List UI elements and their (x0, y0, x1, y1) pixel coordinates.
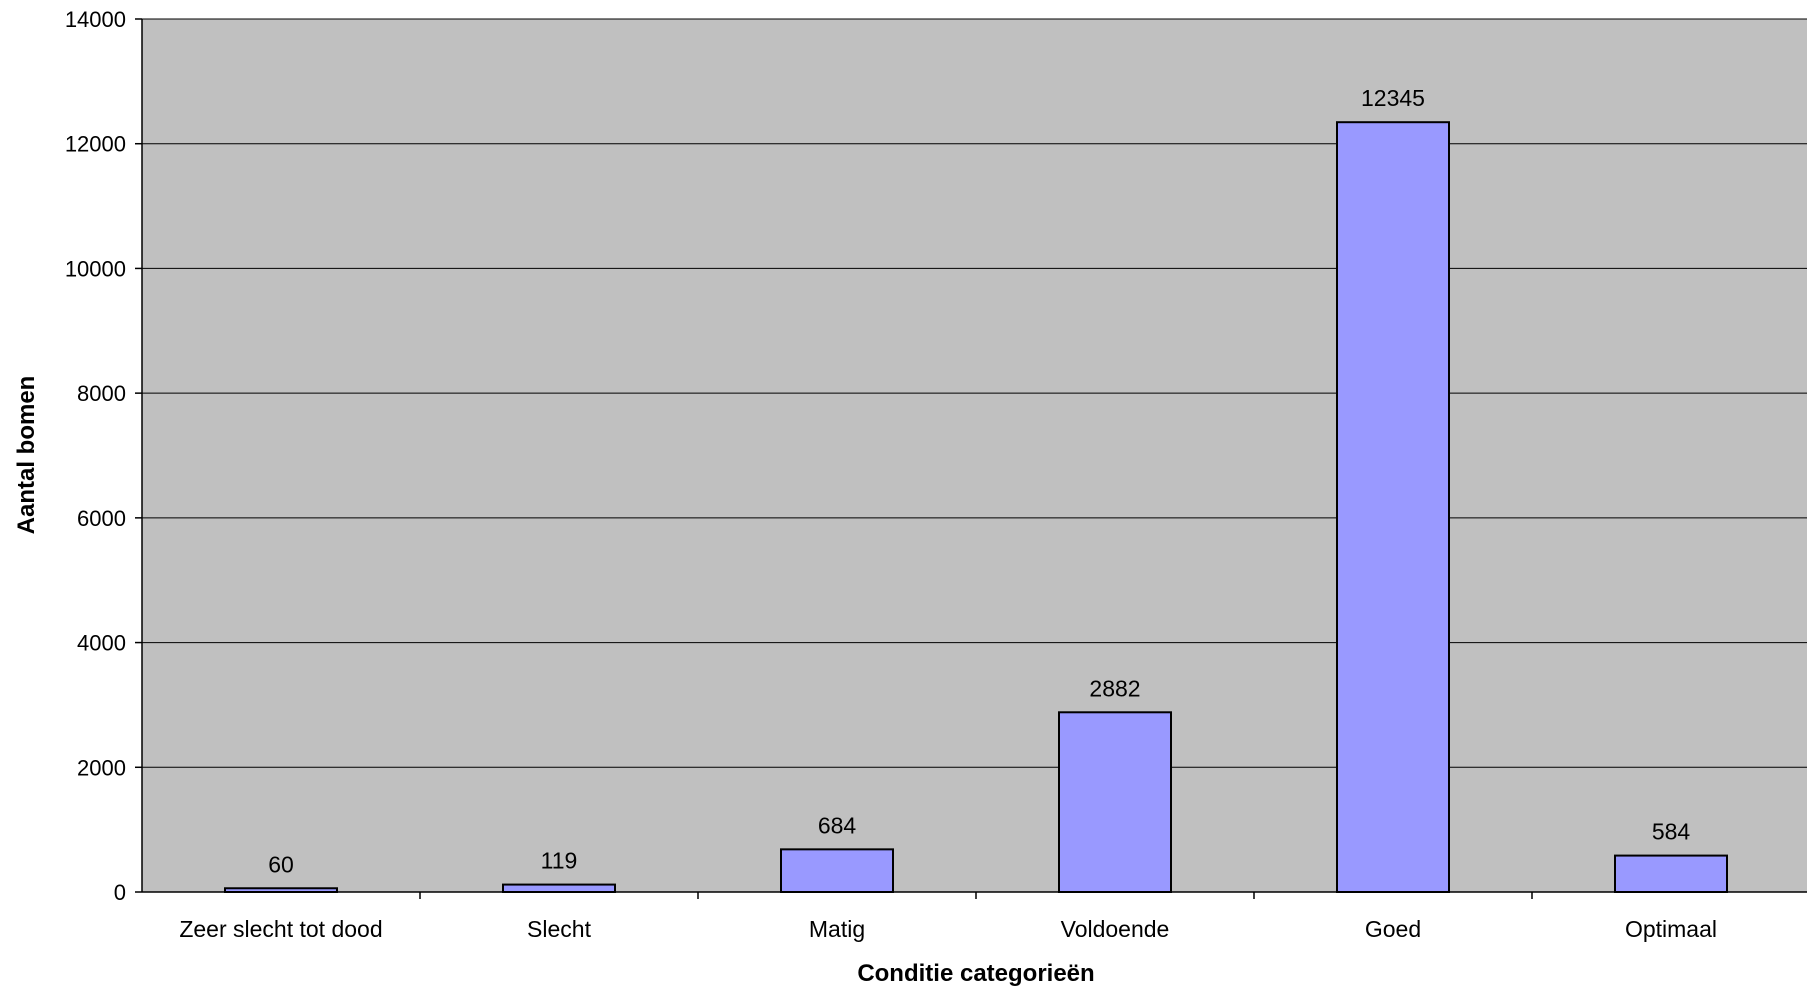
data-label: 119 (541, 848, 578, 874)
data-label: 584 (1652, 819, 1691, 845)
x-tick-label: Goed (1365, 916, 1421, 942)
x-axis-title: Conditie categorieën (857, 960, 1094, 987)
plot-background (142, 19, 1807, 892)
bar-3 (780, 848, 894, 894)
data-label: 684 (818, 812, 857, 838)
y-tick-label: 14000 (65, 7, 126, 32)
y-tick-label: 4000 (77, 631, 126, 656)
x-tick-label: Matig (809, 916, 865, 942)
bar-4 (1058, 711, 1172, 894)
y-axis-title: Aantal bomen (13, 376, 40, 535)
y-tick-label: 12000 (65, 132, 126, 157)
data-label: 12345 (1361, 85, 1425, 111)
data-label: 2882 (1089, 675, 1140, 701)
y-tick-label: 0 (114, 880, 126, 905)
x-tick-label: Zeer slecht tot dood (179, 916, 382, 942)
plot-area: 0 2000 4000 6000 8000 10000 12000 14000 60 Zeer s… (65, 7, 1807, 942)
bar-5 (1336, 121, 1450, 894)
x-tick-label: Slecht (527, 916, 592, 942)
bar-1 (224, 887, 338, 893)
y-tick-label: 6000 (77, 506, 126, 531)
bar-2 (502, 883, 616, 894)
bar-6 (1614, 854, 1728, 894)
x-tick-label: Voldoende (1061, 916, 1170, 942)
y-tick-label: 10000 (65, 256, 126, 281)
data-label: 60 (268, 851, 294, 877)
y-tick-label: 8000 (77, 381, 126, 406)
x-tick-label: Optimaal (1625, 916, 1717, 942)
y-tick-label: 2000 (77, 755, 126, 780)
